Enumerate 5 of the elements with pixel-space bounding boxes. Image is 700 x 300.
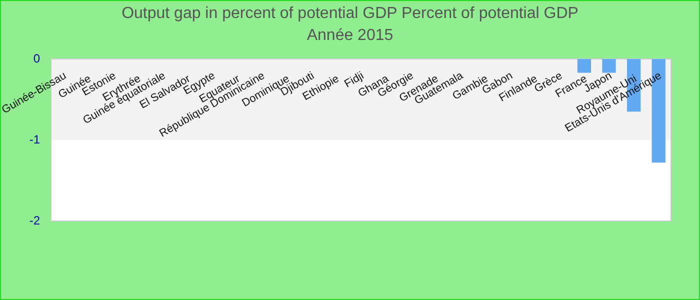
y-tick-label: -2 <box>29 213 40 228</box>
chart-title: Output gap in percent of potential GDP Percent of potential GDP <box>120 4 580 24</box>
chart-subtitle: Année 2015 <box>306 26 394 46</box>
y-tick-label: 0 <box>33 51 40 66</box>
y-tick-label: -1 <box>29 132 40 146</box>
